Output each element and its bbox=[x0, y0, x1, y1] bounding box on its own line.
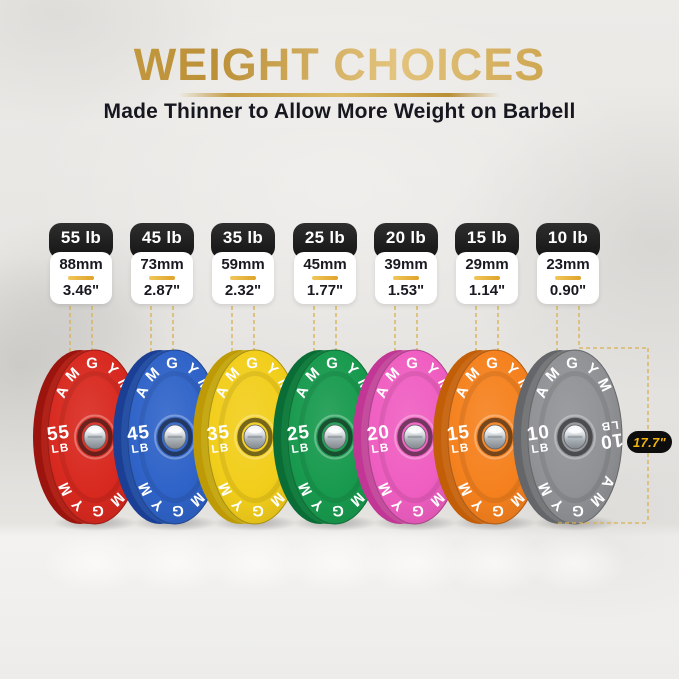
svg-text:20: 20 bbox=[366, 422, 392, 446]
spec-body: 23mm 0.90" bbox=[537, 252, 599, 304]
diameter-badge: 17.7" bbox=[627, 431, 672, 453]
spec-card-45lb: 45 lb 73mm 2.87" bbox=[130, 223, 194, 304]
spec-thickness-mm: 45mm bbox=[303, 256, 347, 273]
spec-divider bbox=[555, 276, 581, 280]
spec-body: 29mm 1.14" bbox=[456, 252, 518, 304]
spec-body: 45mm 1.77" bbox=[294, 252, 356, 304]
hub-slot bbox=[567, 435, 583, 439]
spec-body: 39mm 1.53" bbox=[375, 252, 437, 304]
title-underline bbox=[178, 93, 500, 97]
svg-text:LB: LB bbox=[211, 442, 231, 456]
spec-thickness-mm: 39mm bbox=[384, 256, 428, 273]
spec-card-10lb: 10 lb 23mm 0.90" bbox=[536, 223, 600, 304]
hub-glint bbox=[568, 428, 582, 434]
plate-blue-45lb: AMGYMAMGYM45LB45LB bbox=[113, 349, 224, 525]
svg-text:35: 35 bbox=[206, 422, 232, 446]
spec-thickness-mm: 73mm bbox=[140, 256, 184, 273]
spec-card-20lb: 20 lb 39mm 1.53" bbox=[374, 223, 438, 304]
svg-text:LB: LB bbox=[291, 442, 311, 456]
spec-thickness-inch: 2.87" bbox=[143, 282, 181, 299]
spec-body: 88mm 3.46" bbox=[50, 252, 112, 304]
plate-inner-ring bbox=[538, 370, 612, 504]
spec-divider bbox=[393, 276, 419, 280]
hub-slot bbox=[167, 435, 183, 439]
svg-text:55: 55 bbox=[46, 422, 72, 446]
hub-dark-ring bbox=[237, 417, 273, 457]
spec-divider bbox=[474, 276, 500, 280]
spec-divider bbox=[230, 276, 256, 280]
spec-body: 73mm 2.87" bbox=[131, 252, 193, 304]
svg-text:10: 10 bbox=[526, 422, 552, 446]
hub-glint bbox=[248, 428, 262, 434]
page-subtitle: Made Thinner to Allow More Weight on Bar… bbox=[103, 100, 576, 123]
floor-reflection bbox=[203, 533, 307, 593]
hub-glint bbox=[488, 428, 502, 434]
floor-reflection bbox=[363, 533, 467, 593]
hub-highlight-ring bbox=[554, 414, 596, 460]
plate-green-25lb: AMGYMAMGYM25LB25LB bbox=[273, 349, 384, 525]
spec-thickness-inch: 1.77" bbox=[306, 282, 344, 299]
page-title: WEIGHT CHOICES bbox=[0, 42, 679, 87]
hub-dark-ring bbox=[477, 417, 513, 457]
spec-thickness-mm: 88mm bbox=[59, 256, 103, 273]
hub-glint bbox=[328, 428, 342, 434]
hub-slot bbox=[327, 435, 343, 439]
svg-text:LB: LB bbox=[451, 442, 471, 456]
spec-thickness-mm: 23mm bbox=[546, 256, 590, 273]
spec-divider bbox=[312, 276, 338, 280]
spec-card-35lb: 35 lb 59mm 2.32" bbox=[211, 223, 275, 304]
svg-text:LB: LB bbox=[371, 442, 391, 456]
hub-glint bbox=[88, 428, 102, 434]
spec-thickness-inch: 0.90" bbox=[549, 282, 587, 299]
hub-slot bbox=[487, 435, 503, 439]
svg-text:10: 10 bbox=[599, 428, 625, 452]
svg-text:LB: LB bbox=[599, 418, 619, 432]
hub-slot bbox=[247, 435, 263, 439]
hub-dark-ring bbox=[317, 417, 353, 457]
spec-thickness-inch: 1.53" bbox=[387, 282, 425, 299]
svg-text:LB: LB bbox=[131, 442, 151, 456]
spec-card-15lb: 15 lb 29mm 1.14" bbox=[455, 223, 519, 304]
hub-dark-ring bbox=[77, 417, 113, 457]
svg-text:45: 45 bbox=[126, 422, 152, 446]
spec-divider bbox=[68, 276, 94, 280]
floor-reflection bbox=[523, 533, 627, 593]
plate-pink-20lb: AMGYMAMGYM20LB20LB bbox=[353, 349, 464, 525]
svg-text:25: 25 bbox=[286, 422, 312, 446]
spec-body: 59mm 2.32" bbox=[212, 252, 274, 304]
spec-thickness-inch: 2.32" bbox=[224, 282, 262, 299]
hub-slot bbox=[87, 435, 103, 439]
spec-card-25lb: 25 lb 45mm 1.77" bbox=[293, 223, 357, 304]
spec-thickness-mm: 29mm bbox=[465, 256, 509, 273]
svg-text:LB: LB bbox=[531, 442, 551, 456]
floor-reflection bbox=[443, 533, 547, 593]
floor-reflection bbox=[283, 533, 387, 593]
spec-divider bbox=[149, 276, 175, 280]
spec-thickness-mm: 59mm bbox=[221, 256, 265, 273]
hub-glint bbox=[408, 428, 422, 434]
spec-thickness-inch: 1.14" bbox=[468, 282, 506, 299]
floor-reflection bbox=[43, 533, 147, 593]
spec-thickness-inch: 3.46" bbox=[62, 282, 100, 299]
svg-text:15: 15 bbox=[446, 422, 472, 446]
hub-glint bbox=[168, 428, 182, 434]
floor-reflection bbox=[123, 533, 227, 593]
svg-text:LB: LB bbox=[51, 442, 71, 456]
spec-card-55lb: 55 lb 88mm 3.46" bbox=[49, 223, 113, 304]
hub-dark-ring bbox=[557, 417, 593, 457]
hub-slot bbox=[407, 435, 423, 439]
hub-dark-ring bbox=[157, 417, 193, 457]
hub-dark-ring bbox=[397, 417, 433, 457]
